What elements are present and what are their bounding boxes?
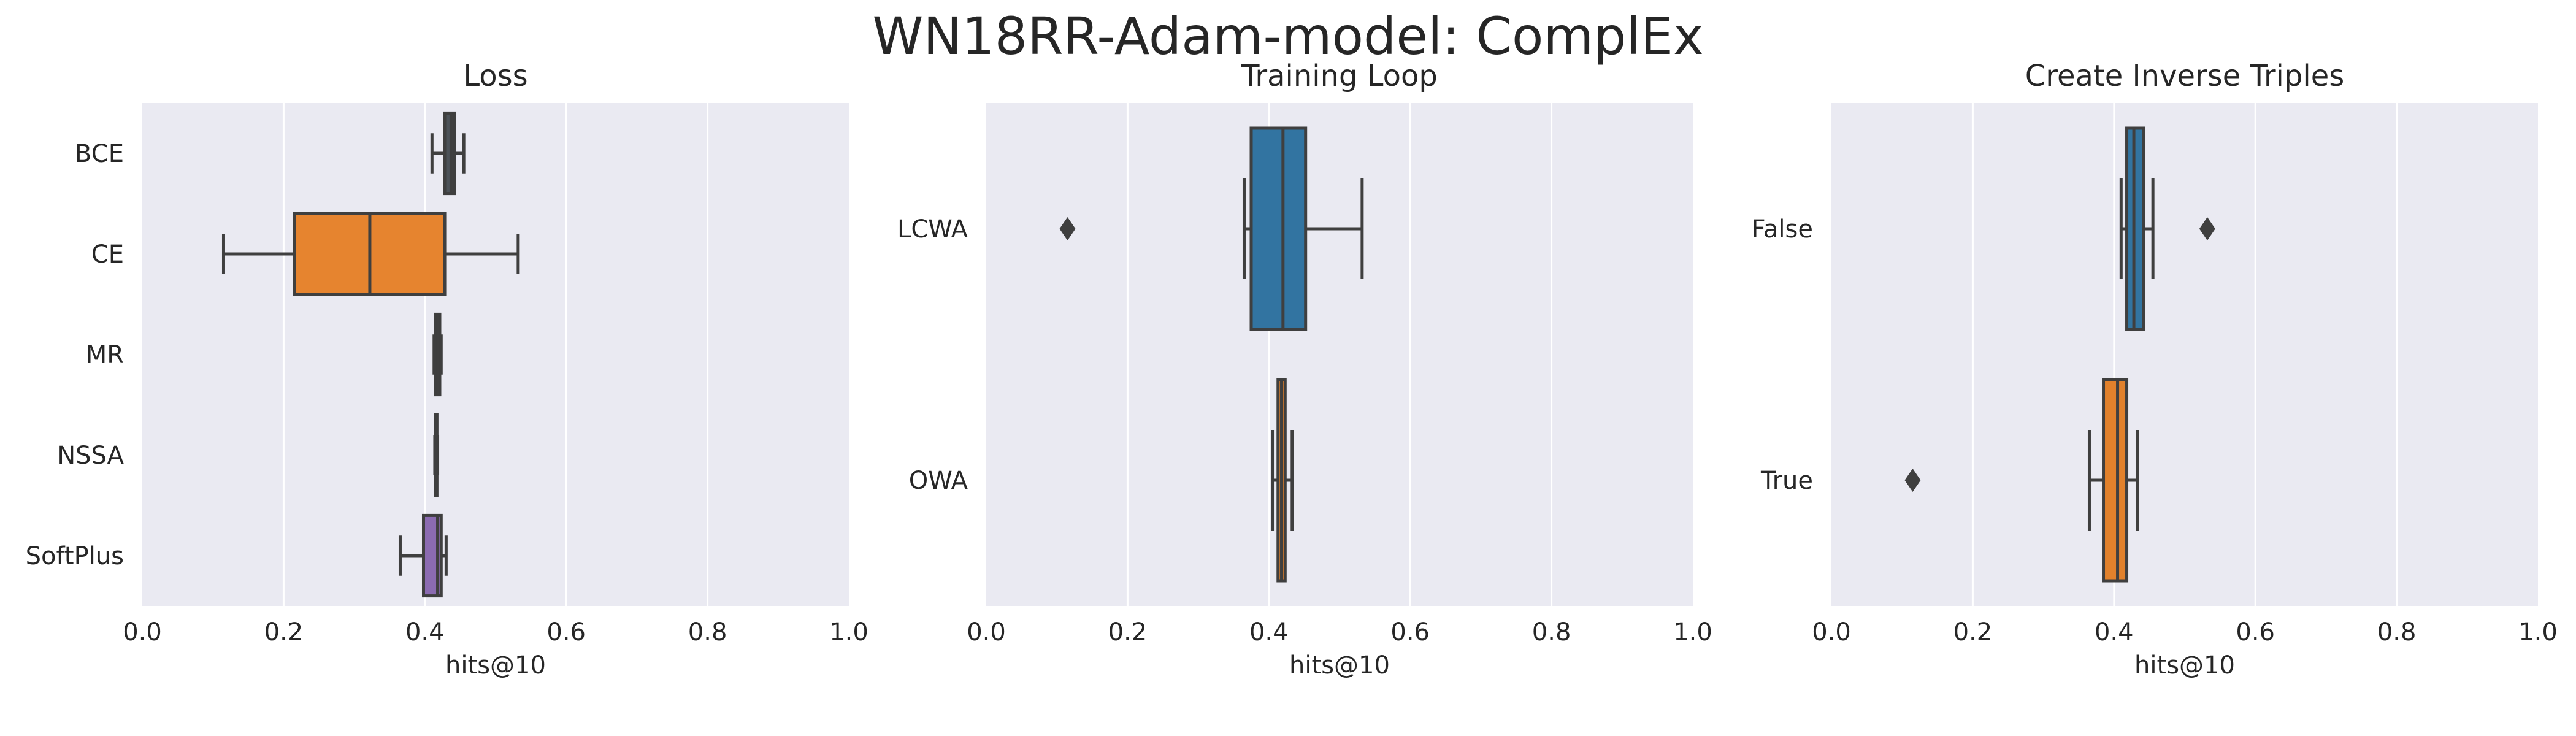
x-tick-label: 1.0 — [1673, 618, 1712, 646]
x-tick-label: 0.0 — [967, 618, 1006, 646]
x-axis-label: hits@10 — [1289, 651, 1390, 680]
x-tick-label: 0.4 — [2095, 618, 2134, 646]
x-axis-label: hits@10 — [2134, 651, 2235, 680]
box-mr — [432, 312, 443, 397]
plot-background — [986, 103, 1693, 606]
plot-background — [142, 103, 849, 606]
x-tick-label: 0.8 — [2377, 618, 2417, 646]
x-tick-label: 0.6 — [1390, 618, 1430, 646]
panel-title: Create Inverse Triples — [2025, 59, 2344, 93]
outlier-point — [1904, 469, 1921, 492]
x-tick-label: 0.2 — [1108, 618, 1148, 646]
y-tick-label: False — [1752, 215, 1813, 243]
x-tick-label: 0.0 — [123, 618, 162, 646]
y-tick-label: BCE — [75, 140, 124, 168]
outlier-point — [1059, 217, 1076, 240]
box-owa — [1271, 378, 1294, 583]
iqr-box — [1249, 126, 1308, 331]
panel-title: Loss — [463, 59, 527, 93]
box-lcwa — [1059, 126, 1364, 331]
x-tick-label: 0.0 — [1812, 618, 1851, 646]
panel-2: 0.0 0.2 0.4 0.6 0.8 1.0 Training Loop hits@10 LC… — [897, 59, 1712, 680]
plot-background — [1831, 103, 2538, 606]
y-tick-label: MR — [86, 341, 124, 369]
panel-title: Training Loop — [1241, 59, 1438, 93]
y-tick-label: LCWA — [897, 215, 968, 243]
x-axis-label: hits@10 — [445, 651, 546, 680]
x-tick-label: 0.2 — [1953, 618, 1993, 646]
x-tick-label: 0.6 — [546, 618, 586, 646]
x-tick-label: 1.0 — [2518, 618, 2558, 646]
panel-1: 0.0 0.2 0.4 0.6 0.8 1.0 Loss hits@10 BCE CE MR NSSA… — [26, 59, 868, 680]
y-tick-label: SoftPlus — [26, 542, 124, 570]
iqr-box — [2102, 378, 2129, 583]
outlier-point — [2199, 217, 2215, 240]
x-tick-label: 0.8 — [1532, 618, 1571, 646]
x-tick-label: 0.2 — [264, 618, 304, 646]
panel-3: 0.0 0.2 0.4 0.6 0.8 1.0 Create Inverse Triples… — [1752, 59, 2558, 680]
box-softplus — [398, 513, 448, 598]
panels: 0.0 0.2 0.4 0.6 0.8 1.0 Loss hits@10 BCE CE MR NSSA… — [26, 59, 2558, 680]
box-bce — [430, 111, 466, 196]
box-false — [2119, 126, 2215, 331]
x-tick-label: 0.4 — [405, 618, 445, 646]
x-tick-label: 0.8 — [688, 618, 727, 646]
box-nssa — [433, 413, 440, 497]
x-tick-label: 1.0 — [829, 618, 868, 646]
box-ce — [221, 212, 520, 296]
box-true — [1904, 378, 2139, 583]
y-tick-label: True — [1760, 467, 1813, 495]
x-tick-label: 0.4 — [1249, 618, 1289, 646]
figure-title: WN18RR-Adam-model: ComplEx — [872, 6, 1703, 66]
y-tick-label: CE — [91, 240, 124, 269]
y-tick-label: OWA — [909, 467, 968, 495]
y-tick-label: NSSA — [57, 442, 124, 470]
x-tick-label: 0.6 — [2236, 618, 2275, 646]
